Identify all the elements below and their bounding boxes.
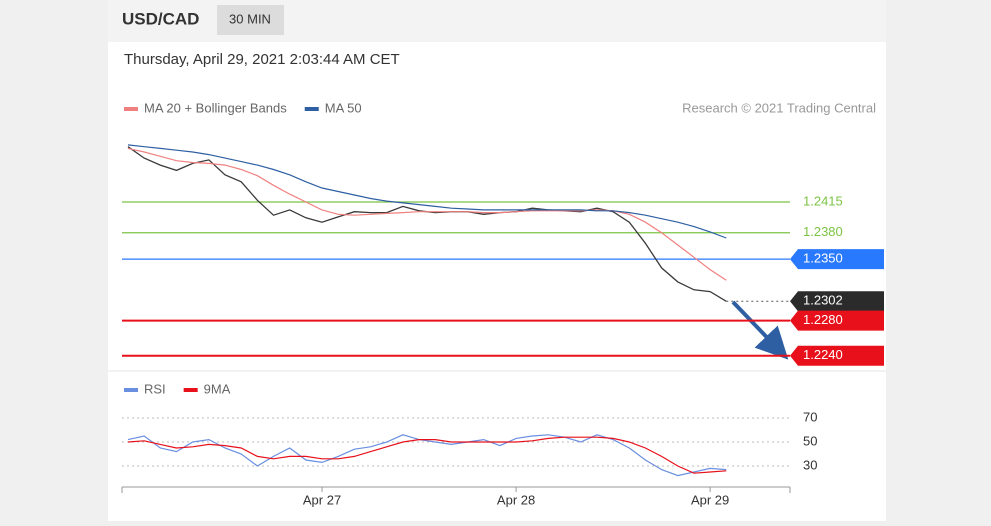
series-line [127,436,727,474]
legend-label: MA 20 + Bollinger Bands [144,100,287,115]
legend-swatch [183,388,198,392]
series-line [127,144,727,239]
y-tick-label: 70 [803,409,817,424]
level-label: 1.2280 [803,312,843,327]
level-tag [790,345,884,366]
y-tick-label: 30 [803,457,817,472]
forecast-arrow [731,300,789,360]
level-label: 1.2380 [803,224,843,239]
legend-label: MA 50 [325,100,362,115]
level-label: 1.2350 [803,251,843,266]
x-tick-label: Apr 27 [303,492,341,507]
x-tick-label: Apr 28 [497,492,535,507]
legend-label: RSI [144,381,166,396]
panel [108,0,886,521]
level-tag [790,310,884,331]
level-tag [790,291,884,312]
legend-label: 9MA [204,381,231,396]
interval: 30 MIN [229,11,271,26]
level-label: 1.2302 [803,293,843,308]
level-tag [790,249,884,270]
series-line [127,147,727,281]
credit: Research © 2021 Trading Central [682,100,876,115]
series-line [127,434,727,477]
legend-swatch [304,107,319,111]
level-label: 1.2415 [803,193,843,208]
legend-swatch [124,107,138,111]
interval-badge [217,5,284,35]
legend-swatch [124,388,138,392]
x-tick-label: Apr 29 [691,492,729,507]
symbol: USD/CAD [122,9,199,28]
level-label: 1.2240 [803,347,843,362]
timestamp: Thursday, April 29, 2021 2:03:44 AM CET [124,51,400,68]
y-tick-label: 50 [803,433,817,448]
